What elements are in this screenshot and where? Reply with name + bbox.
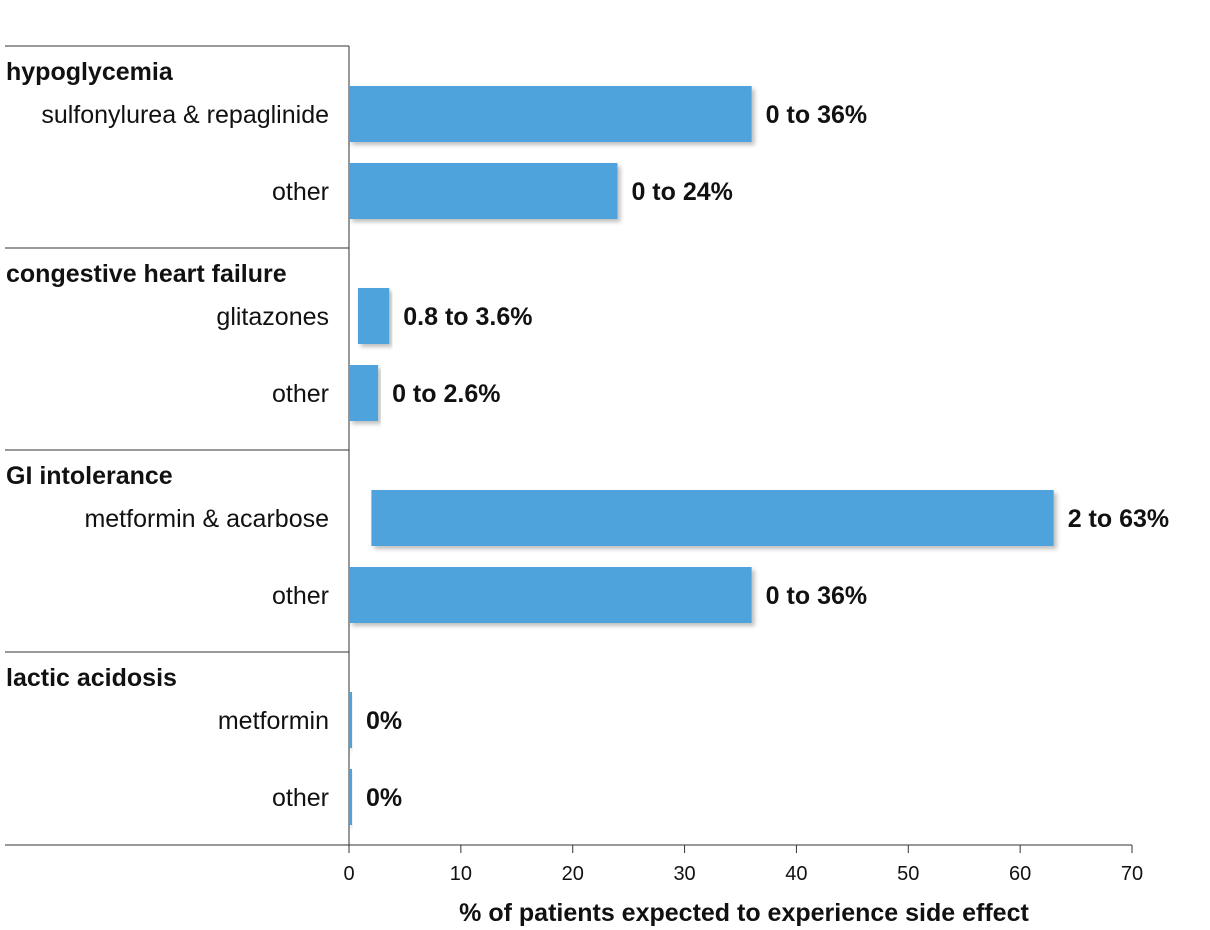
value-label: 0 to 24% xyxy=(631,178,732,206)
bars xyxy=(349,86,1054,825)
labels: hypoglycemia sulfonylurea & repaglinide 0 … xyxy=(6,58,1169,812)
row-label: other xyxy=(272,784,329,812)
value-label: 0 to 2.6% xyxy=(392,380,500,408)
bar xyxy=(357,288,390,344)
value-label: 0 to 36% xyxy=(766,582,867,610)
value-label: 0% xyxy=(366,784,402,812)
value-label: 0 to 36% xyxy=(766,101,867,129)
group-label: congestive heart failure xyxy=(6,260,287,288)
x-tick-label: 30 xyxy=(673,863,695,885)
x-tick-label: 50 xyxy=(897,863,919,885)
x-tick-label: 40 xyxy=(785,863,807,885)
x-tick-label: 70 xyxy=(1121,863,1143,885)
row-label: other xyxy=(272,178,329,206)
group-label: hypoglycemia xyxy=(6,58,174,86)
row-label: sulfonylurea & repaglinide xyxy=(41,101,329,129)
x-tick-label: 60 xyxy=(1009,863,1031,885)
group-separators xyxy=(5,45,349,653)
x-tick-label: 20 xyxy=(562,863,584,885)
value-label: 0.8 to 3.6% xyxy=(403,303,532,331)
value-label: 2 to 63% xyxy=(1068,505,1169,533)
bar xyxy=(371,490,1054,546)
value-label: 0% xyxy=(366,707,402,735)
bar xyxy=(349,163,618,219)
bar xyxy=(349,365,379,421)
row-label: other xyxy=(272,582,329,610)
row-label: metformin & acarbose xyxy=(84,505,329,533)
row-label: metformin xyxy=(218,707,329,735)
row-label: glitazones xyxy=(216,303,329,331)
bar xyxy=(349,567,752,623)
x-tick-label: 10 xyxy=(450,863,472,885)
group-label: lactic acidosis xyxy=(6,664,177,692)
x-tick-label: 0 xyxy=(343,863,354,885)
x-axis-title: % of patients expected to experience sid… xyxy=(459,899,1029,927)
bar xyxy=(349,86,752,142)
bar xyxy=(349,769,352,825)
group-label: GI intolerance xyxy=(6,462,173,490)
bar xyxy=(349,692,352,748)
row-label: other xyxy=(272,380,329,408)
axes: 0 10 20 30 40 50 60 70 xyxy=(5,46,1143,885)
